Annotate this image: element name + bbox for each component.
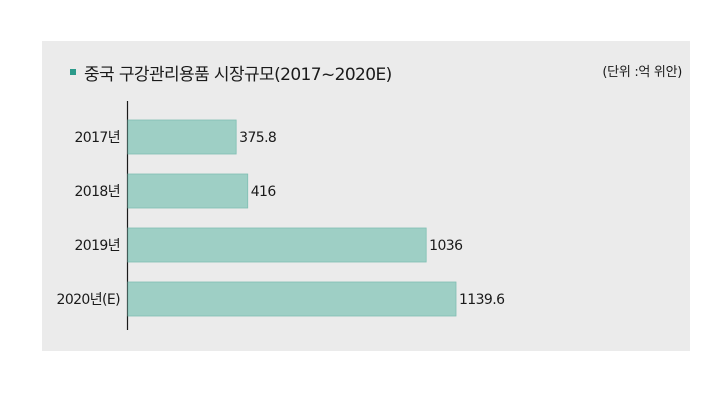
bar-4 bbox=[127, 281, 457, 317]
value-label: 375.8 bbox=[239, 130, 276, 146]
value-label: 1139.6 bbox=[459, 292, 505, 308]
bar-2 bbox=[127, 173, 249, 209]
bar-1 bbox=[127, 119, 237, 155]
value-label: 1036 bbox=[429, 238, 463, 254]
unit-note: (단위 :억 위안) bbox=[602, 65, 682, 80]
category-label: 2019년 bbox=[74, 238, 120, 254]
category-label: 2017년 bbox=[74, 130, 120, 146]
category-label: 2020년(E) bbox=[57, 292, 121, 308]
bar-3 bbox=[127, 227, 427, 263]
title-square-icon bbox=[70, 69, 76, 75]
chart-title: 중국 구강관리용품 시장규모(2017~2020E) bbox=[84, 64, 392, 85]
value-label: 416 bbox=[251, 184, 277, 200]
chart-title-row: 중국 구강관리용품 시장규모(2017~2020E) bbox=[70, 60, 392, 85]
category-label: 2018년 bbox=[74, 184, 120, 200]
